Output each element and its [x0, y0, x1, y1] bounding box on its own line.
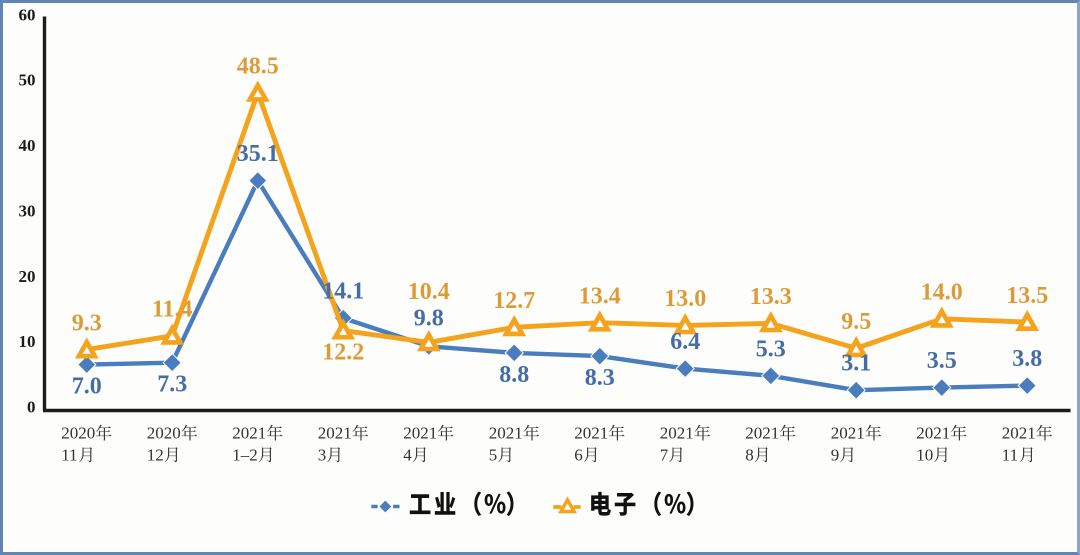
svg-text:50: 50: [19, 71, 36, 90]
svg-text:8.3: 8.3: [585, 365, 615, 391]
svg-text:2021: 2021: [403, 423, 437, 442]
svg-text:2021: 2021: [232, 423, 266, 442]
svg-text:3: 3: [318, 445, 327, 464]
svg-text:2021: 2021: [318, 423, 352, 442]
svg-text:2021: 2021: [831, 423, 865, 442]
svg-text:11.4: 11.4: [152, 297, 193, 323]
svg-text:13.5: 13.5: [1006, 283, 1048, 309]
svg-text:2021: 2021: [745, 423, 779, 442]
svg-text:10: 10: [19, 332, 36, 351]
svg-text:60: 60: [19, 5, 36, 24]
svg-text:7.0: 7.0: [72, 374, 102, 400]
svg-text:9: 9: [831, 445, 840, 464]
svg-text:7: 7: [660, 445, 669, 464]
svg-text:12.7: 12.7: [493, 288, 535, 314]
svg-text:3.1: 3.1: [841, 351, 871, 377]
svg-text:13.4: 13.4: [579, 284, 621, 310]
svg-text:30: 30: [19, 201, 36, 220]
svg-text:3.8: 3.8: [1012, 346, 1042, 372]
svg-text:48.5: 48.5: [237, 54, 279, 80]
svg-text:13.0: 13.0: [664, 286, 706, 312]
svg-text:3.5: 3.5: [927, 348, 957, 374]
svg-text:2021: 2021: [574, 423, 608, 442]
svg-text:10.4: 10.4: [408, 279, 450, 305]
svg-text:8.8: 8.8: [499, 362, 529, 388]
svg-text:2020: 2020: [147, 423, 181, 442]
svg-text:10: 10: [916, 445, 933, 464]
svg-text:6: 6: [574, 445, 583, 464]
svg-text:11: 11: [61, 445, 77, 464]
svg-text:4: 4: [403, 445, 412, 464]
svg-text:12.2: 12.2: [322, 340, 364, 366]
svg-text:8: 8: [745, 445, 754, 464]
svg-text:2021: 2021: [660, 423, 694, 442]
svg-text:2021: 2021: [1002, 423, 1036, 442]
svg-text:35.1: 35.1: [237, 141, 279, 167]
svg-text:2021: 2021: [916, 423, 950, 442]
svg-text:20: 20: [19, 267, 36, 286]
svg-text:0: 0: [27, 398, 36, 417]
svg-text:5.3: 5.3: [756, 336, 786, 362]
svg-text:2021: 2021: [489, 423, 523, 442]
svg-text:14.1: 14.1: [322, 279, 364, 305]
svg-text:9.5: 9.5: [841, 309, 871, 335]
svg-text:13.3: 13.3: [750, 284, 792, 310]
svg-text:5: 5: [489, 445, 498, 464]
svg-text:40: 40: [19, 136, 36, 155]
svg-text:12: 12: [147, 445, 164, 464]
svg-text:6.4: 6.4: [670, 329, 700, 355]
svg-text:9.3: 9.3: [72, 310, 102, 336]
svg-text:2020: 2020: [61, 423, 95, 442]
svg-text:11: 11: [1002, 445, 1018, 464]
svg-text:9.8: 9.8: [414, 305, 444, 331]
svg-text:7.3: 7.3: [157, 372, 187, 398]
svg-text:1–2: 1–2: [232, 445, 258, 464]
svg-text:14.0: 14.0: [921, 280, 963, 306]
